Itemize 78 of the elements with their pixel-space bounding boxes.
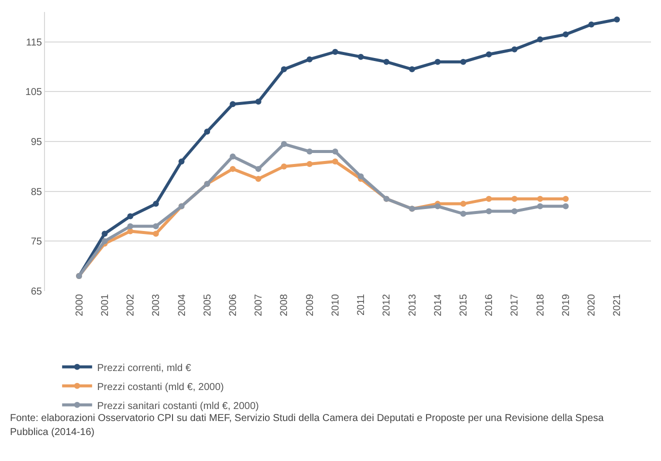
point bbox=[537, 203, 544, 210]
x-tick-label: 2012 bbox=[382, 294, 393, 316]
source-note: Fonte: elaborazioni Osservatorio CPI su dati MEF, Servizio Studi della Camera dei Deputati e Proposte per una Revisione della Spesa Pubblica (2014-16) bbox=[10, 412, 605, 440]
point bbox=[511, 46, 518, 52]
point bbox=[588, 21, 594, 28]
x-tick-label: 2017 bbox=[510, 294, 521, 316]
x-tick-label: 2016 bbox=[484, 294, 496, 316]
x-tick-label: 2018 bbox=[535, 294, 546, 316]
point bbox=[152, 223, 159, 230]
x-tick-label: 2013 bbox=[407, 294, 418, 316]
x-tick-label: 2008 bbox=[279, 294, 290, 316]
x-tick-label: 2014 bbox=[432, 294, 444, 316]
point bbox=[102, 238, 108, 244]
point bbox=[332, 148, 338, 154]
point bbox=[460, 58, 466, 65]
point bbox=[434, 58, 441, 65]
x-tick-label: 2000 bbox=[74, 294, 86, 316]
point bbox=[486, 208, 492, 214]
point bbox=[562, 31, 569, 38]
point bbox=[434, 203, 441, 210]
point bbox=[102, 230, 108, 237]
point bbox=[280, 66, 287, 72]
x-tick-label: 2011 bbox=[356, 294, 368, 316]
y-tick-label: 75 bbox=[30, 236, 42, 248]
point bbox=[537, 196, 544, 202]
point bbox=[409, 66, 416, 72]
point bbox=[460, 210, 466, 217]
x-tick-label: 2002 bbox=[126, 294, 137, 316]
x-tick-label: 2010 bbox=[330, 294, 342, 316]
point bbox=[306, 160, 313, 167]
x-tick-label: 2015 bbox=[458, 294, 470, 316]
x-tick-label: 2009 bbox=[304, 294, 316, 316]
point bbox=[332, 158, 338, 164]
point bbox=[230, 166, 236, 172]
point bbox=[511, 208, 518, 214]
x-tick-label: 2019 bbox=[560, 294, 572, 316]
point bbox=[127, 223, 134, 230]
point bbox=[486, 51, 492, 58]
legend-label: Prezzi sanitari costanti (mld €, 2000) bbox=[97, 400, 259, 412]
point bbox=[204, 128, 210, 135]
legend-label: Prezzi costanti (mld €, 2000) bbox=[97, 382, 224, 393]
x-tick-label: 2007 bbox=[254, 294, 265, 316]
y-tick-label: 115 bbox=[26, 37, 42, 48]
point bbox=[306, 56, 313, 62]
point bbox=[152, 200, 159, 207]
point bbox=[255, 176, 262, 182]
point bbox=[280, 141, 287, 148]
y-tick-label: 105 bbox=[25, 87, 42, 98]
point bbox=[280, 163, 287, 170]
point bbox=[358, 173, 364, 180]
legend-label: Prezzi correnti, mld € bbox=[97, 362, 192, 374]
point bbox=[614, 16, 620, 22]
point bbox=[332, 48, 338, 55]
x-tick-label: 2003 bbox=[151, 294, 162, 316]
x-tick-label: 2021 bbox=[612, 294, 624, 316]
point bbox=[255, 98, 262, 105]
point bbox=[152, 230, 159, 237]
y-tick-label: 65 bbox=[30, 286, 42, 298]
y-tick-label: 85 bbox=[30, 186, 42, 198]
point bbox=[511, 196, 518, 202]
point bbox=[127, 213, 134, 220]
point bbox=[486, 196, 492, 202]
x-tick-label: 2006 bbox=[228, 294, 239, 316]
x-tick-label: 2005 bbox=[202, 294, 214, 316]
point bbox=[255, 166, 262, 172]
x-tick-label: 2020 bbox=[586, 294, 598, 316]
point bbox=[562, 203, 569, 210]
point bbox=[230, 153, 236, 160]
point bbox=[178, 158, 185, 164]
y-tick-label: 95 bbox=[30, 137, 42, 148]
point bbox=[537, 36, 544, 42]
point bbox=[460, 200, 466, 207]
point bbox=[383, 58, 390, 65]
x-tick-label: 2001 bbox=[100, 294, 111, 316]
point bbox=[358, 54, 364, 60]
point bbox=[230, 101, 236, 108]
x-tick-label: 2004 bbox=[176, 294, 188, 316]
point bbox=[562, 196, 569, 202]
